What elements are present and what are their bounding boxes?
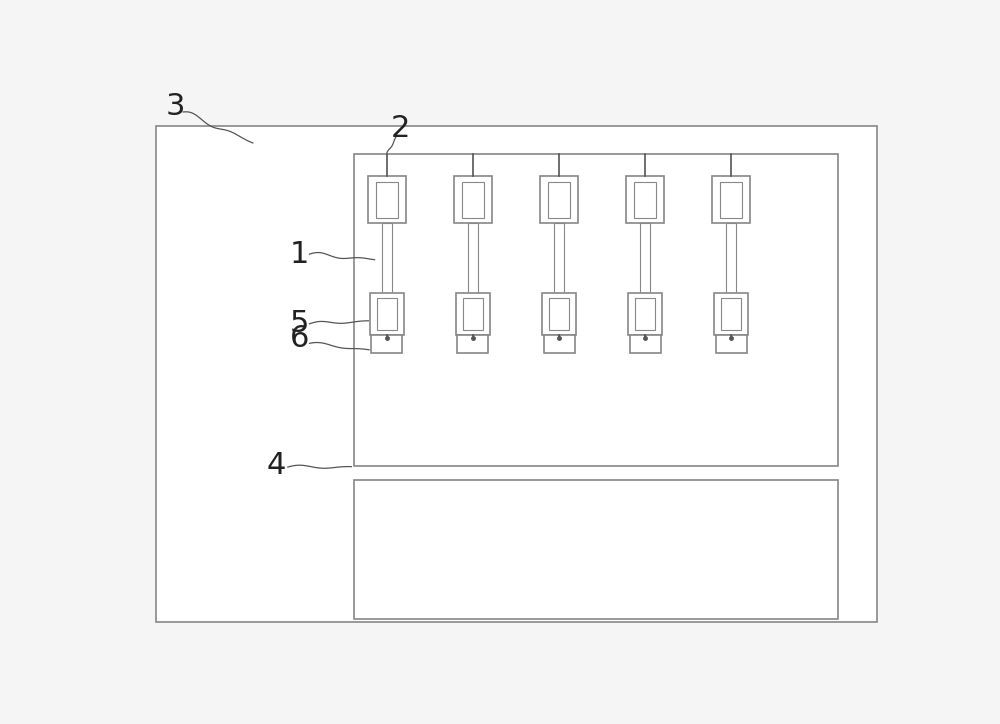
Bar: [370, 293, 404, 335]
Bar: [628, 293, 662, 335]
Bar: [726, 224, 736, 293]
Bar: [721, 298, 741, 330]
Text: 5: 5: [290, 309, 309, 338]
Bar: [548, 182, 570, 218]
Bar: [635, 298, 655, 330]
Bar: [463, 298, 483, 330]
Bar: [714, 293, 748, 335]
Bar: [554, 224, 564, 293]
Bar: [368, 176, 406, 224]
Bar: [626, 176, 664, 224]
Bar: [382, 224, 392, 293]
Bar: [540, 176, 578, 224]
Bar: [156, 126, 877, 622]
Bar: [457, 335, 488, 353]
Bar: [720, 182, 742, 218]
Bar: [716, 335, 747, 353]
Bar: [542, 293, 576, 335]
Text: 4: 4: [266, 452, 286, 481]
Bar: [454, 176, 492, 224]
Bar: [712, 176, 750, 224]
Text: 2: 2: [390, 114, 410, 143]
Bar: [377, 298, 397, 330]
Bar: [630, 335, 661, 353]
Bar: [371, 335, 402, 353]
Bar: [376, 182, 398, 218]
Bar: [354, 480, 838, 619]
Bar: [544, 335, 574, 353]
Bar: [456, 293, 490, 335]
Bar: [462, 182, 484, 218]
Bar: [468, 224, 478, 293]
Bar: [634, 182, 656, 218]
Bar: [640, 224, 650, 293]
Bar: [354, 153, 838, 466]
Bar: [549, 298, 569, 330]
Text: 1: 1: [290, 240, 309, 269]
Text: 6: 6: [290, 324, 309, 353]
Text: 3: 3: [166, 92, 185, 121]
